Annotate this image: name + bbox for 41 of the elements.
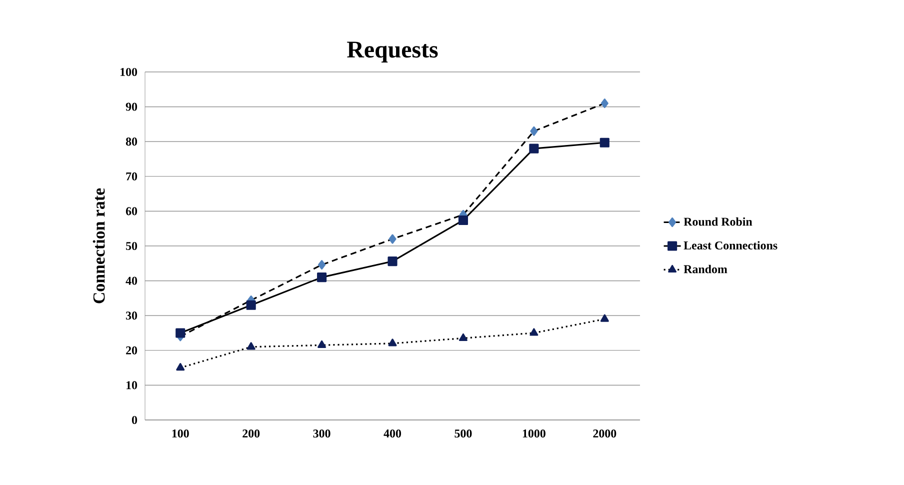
x-tick-label: 1000 [522,429,546,438]
legend-label: Round Robin [684,217,752,226]
point [246,342,256,350]
point [176,363,185,371]
y-tick-label: 60 [126,207,138,216]
y-axis-title: Connection rate [92,188,105,304]
point [530,126,538,136]
y-tick-label: 20 [126,346,138,354]
point [176,328,186,338]
point [318,260,326,270]
point [530,328,538,336]
point [317,272,327,282]
point [529,144,539,154]
chart-title: Requests [347,42,438,62]
point [388,338,397,346]
x-tick-label: 2000 [593,429,616,438]
x-tick-label: 200 [242,429,260,438]
point [600,314,609,322]
y-tick-label: 30 [126,312,138,320]
point [388,256,398,266]
y-tick-label: 70 [126,172,138,180]
legend-label: Random [684,264,728,274]
y-tick-label: 10 [126,381,138,390]
y-tick-label: 80 [126,138,138,146]
point [600,98,608,108]
x-tick-label: 400 [384,429,402,438]
y-tick-label: 100 [120,68,138,76]
point [600,138,610,148]
point [246,300,256,310]
y-tick-label: 50 [126,242,138,250]
point [458,215,468,226]
x-tick-label: 300 [313,429,330,438]
x-tick-label: 500 [454,429,472,438]
y-tick-label: 90 [126,102,138,111]
point [318,340,326,348]
y-tick-label: 0 [132,416,138,424]
point [458,333,468,341]
point [388,234,396,244]
legend-label: Least Connections [684,241,778,250]
x-tick-label: 100 [172,429,189,438]
y-tick-label: 40 [126,276,138,285]
